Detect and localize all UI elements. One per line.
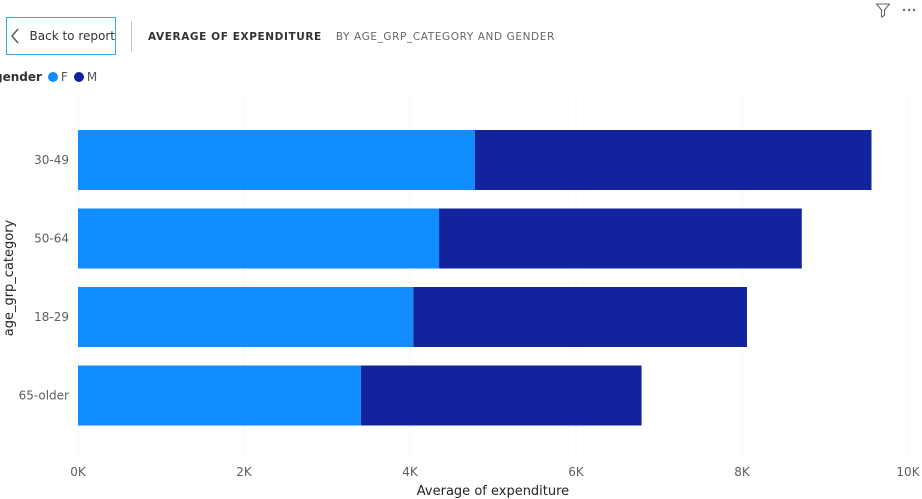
back-to-report-label: Back to report [29,29,115,43]
visual-title-main: AVERAGE OF EXPENDITURE [148,31,322,43]
y-tick-label: 30-49 [34,153,69,167]
y-tick-label: 18-29 [34,310,69,324]
filter-icon[interactable] [874,1,892,19]
legend-dot-m [73,72,84,82]
chevron-left-icon [7,27,24,45]
legend-item-f[interactable]: F [47,70,68,84]
back-to-report-button[interactable]: Back to report [6,17,116,55]
x-tick-label: 6K [568,465,585,479]
legend-dot-f [47,72,58,82]
bar-f-50-64[interactable] [78,208,440,269]
x-tick-label: 8K [734,465,751,479]
y-tick-label: 65-older [19,389,69,403]
y-axis-title: age_grp_category [2,219,17,336]
x-tick-label: 2K [236,465,253,479]
x-tick-label: 10K [896,465,920,479]
visual-header-icons [874,0,918,20]
bar-f-65-older[interactable] [78,365,362,426]
visual-title-sub: BY AGE_GRP_CATEGORY AND GENDER [335,31,555,43]
bar-m-50-64[interactable] [439,208,802,269]
chart-legend: gender F M [0,70,103,84]
x-tick-label: 0K [70,465,87,479]
bar-m-18-29[interactable] [413,287,747,347]
x-axis-title: Average of expenditure [417,484,569,499]
header-divider [131,21,132,52]
bar-f-30-49[interactable] [78,130,475,190]
x-tick-label: 4K [402,465,419,479]
y-tick-label: 50-64 [34,232,69,246]
bar-m-65-older[interactable] [361,365,642,426]
more-options-icon[interactable] [900,1,918,19]
bar-m-30-49[interactable] [474,130,872,190]
visual-title: AVERAGE OF EXPENDITURE BY AGE_GRP_CATEGOR… [148,31,555,43]
legend-label-m: M [86,70,98,84]
legend-item-m[interactable]: M [73,70,98,84]
bar-f-18-29[interactable] [78,287,414,347]
legend-title: gender [0,70,42,84]
legend-label-f: F [60,70,68,84]
